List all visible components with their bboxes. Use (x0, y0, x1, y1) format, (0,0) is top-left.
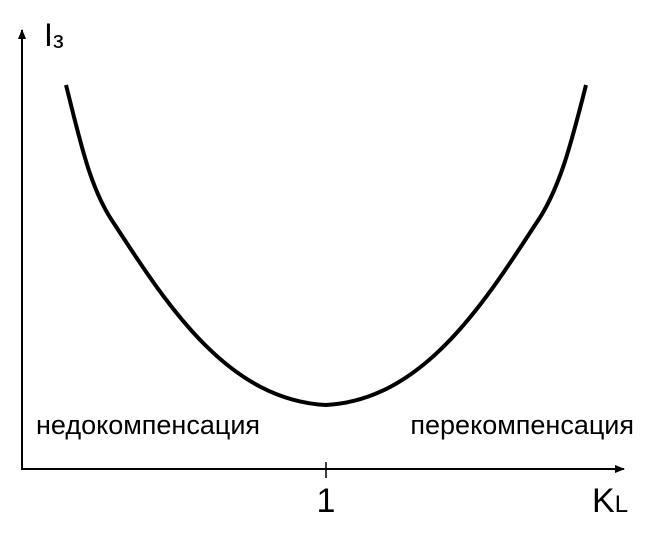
y-label-subscript: з (53, 27, 64, 54)
x-axis-label: KL (592, 482, 628, 520)
x-label-subscript: L (615, 491, 628, 518)
y-label-main: I (44, 17, 53, 53)
x-tick-label: 1 (317, 482, 336, 520)
y-axis-label: Iз (44, 17, 64, 54)
curve (64, 84, 588, 408)
region-label: перекомпенсация (410, 410, 634, 440)
x-label-main: K (592, 482, 615, 520)
region-label: недокомпенсация (36, 410, 260, 440)
